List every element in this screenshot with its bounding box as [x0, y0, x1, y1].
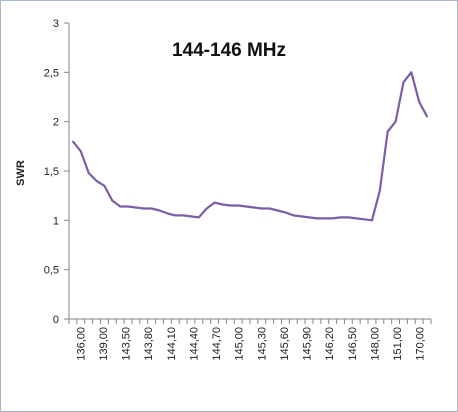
data-point: [213, 201, 216, 204]
x-axis: 136,00 139,00 143,50 143,80 144,10 144,40 144,…: [68, 318, 432, 361]
x-tick-label: 145,30: [256, 327, 268, 361]
data-point: [119, 205, 121, 208]
data-point: [190, 215, 192, 218]
data-point: [402, 81, 405, 83]
y-axis-title: SWR: [15, 160, 27, 186]
data-point: [339, 216, 342, 219]
x-tick-label: 144,70: [211, 327, 223, 361]
data-point: [268, 207, 271, 210]
data-point: [276, 209, 279, 212]
data-point: [308, 216, 310, 219]
data-point: [426, 115, 428, 118]
data-point: [245, 205, 247, 208]
x-tick-label: 146,20: [324, 327, 336, 361]
data-point: [221, 203, 224, 206]
data-point: [331, 217, 334, 220]
data-point: [363, 218, 365, 221]
y-tick-label: 1,5: [44, 166, 59, 178]
x-tick-label: 151,00: [392, 327, 404, 361]
data-point: [87, 172, 90, 174]
x-tick-label: 148,00: [369, 327, 381, 361]
y-tick-label: 0,5: [44, 265, 59, 277]
data-point: [182, 214, 184, 217]
data-point: [95, 180, 98, 182]
x-tick-label: 143,80: [143, 327, 155, 361]
chart-title: 144-146 MHz: [172, 40, 286, 61]
data-point: [166, 212, 169, 215]
data-point: [316, 217, 318, 220]
data-point: [127, 205, 129, 208]
data-point: [158, 209, 161, 212]
series-swr: [72, 71, 429, 222]
data-point: [418, 101, 421, 103]
data-point: [135, 206, 137, 209]
x-tick-label: 144,40: [188, 327, 200, 361]
x-tick-label: 170,00: [415, 327, 427, 361]
data-point: [300, 215, 303, 218]
x-tick-label: 145,60: [279, 327, 291, 361]
series-line: [72, 71, 429, 222]
data-point: [72, 140, 74, 143]
data-point: [205, 207, 208, 210]
x-tick-label: 136,00: [75, 327, 87, 361]
data-point: [253, 206, 255, 209]
y-tick-label: 2,5: [44, 67, 59, 79]
data-point: [143, 207, 145, 210]
data-point: [371, 219, 373, 222]
data-point: [284, 211, 287, 214]
data-point: [347, 216, 350, 219]
data-point: [198, 216, 200, 219]
y-tick-label: 0: [53, 314, 59, 326]
data-point: [355, 217, 358, 220]
data-point: [324, 217, 326, 220]
y-tick-label: 3: [53, 18, 59, 30]
x-tick-label: 144,10: [166, 327, 178, 361]
y-axis: 0 0,5 1 1,5 2 2,5 3: [44, 18, 70, 326]
data-point: [150, 207, 153, 210]
x-tick-label: 139,00: [98, 327, 110, 361]
data-point: [111, 199, 114, 202]
data-point: [103, 185, 106, 187]
data-point: [237, 204, 239, 207]
data-point: [386, 130, 389, 133]
data-point: [292, 214, 295, 217]
x-tick-label: 145,00: [234, 327, 246, 361]
x-tick-label: 143,50: [121, 327, 133, 361]
data-point: [80, 150, 82, 153]
y-tick-label: 2: [53, 117, 59, 129]
data-point: [379, 189, 381, 192]
data-point: [229, 204, 232, 207]
data-point: [261, 207, 263, 210]
data-point: [394, 120, 397, 123]
x-tick-label: 146,50: [347, 327, 359, 361]
y-tick-label: 1: [53, 215, 59, 227]
x-tick-label: 145,90: [302, 327, 314, 361]
data-point: [410, 71, 413, 74]
data-point: [174, 214, 176, 217]
